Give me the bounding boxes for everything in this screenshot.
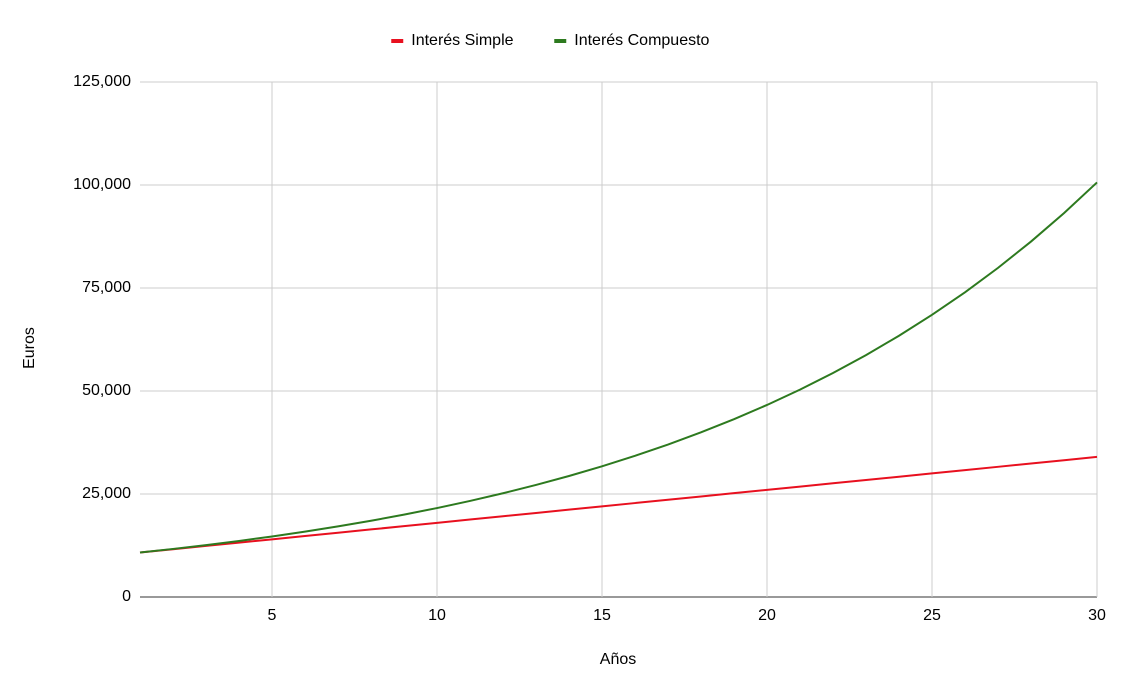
x-tick-label: 25 (923, 607, 941, 624)
y-axis-title: Euros (21, 327, 38, 369)
x-tick-label: 20 (758, 607, 776, 624)
x-tick-label: 15 (593, 607, 611, 624)
y-tick-label: 50,000 (82, 382, 131, 399)
legend-label: Interés Compuesto (574, 32, 709, 49)
y-tick-label: 25,000 (82, 485, 131, 502)
x-tick-label: 5 (268, 607, 277, 624)
y-tick-label: 75,000 (82, 279, 131, 296)
x-axis-title: Años (600, 651, 636, 668)
x-tick-label: 30 (1088, 607, 1106, 624)
legend-label: Interés Simple (411, 32, 513, 49)
y-tick-label: 100,000 (73, 176, 131, 193)
series-line (139, 455, 1098, 554)
series-line (139, 181, 1098, 554)
x-tick-label: 10 (428, 607, 446, 624)
y-tick-label: 125,000 (73, 73, 131, 90)
y-tick-label: 0 (122, 588, 131, 605)
